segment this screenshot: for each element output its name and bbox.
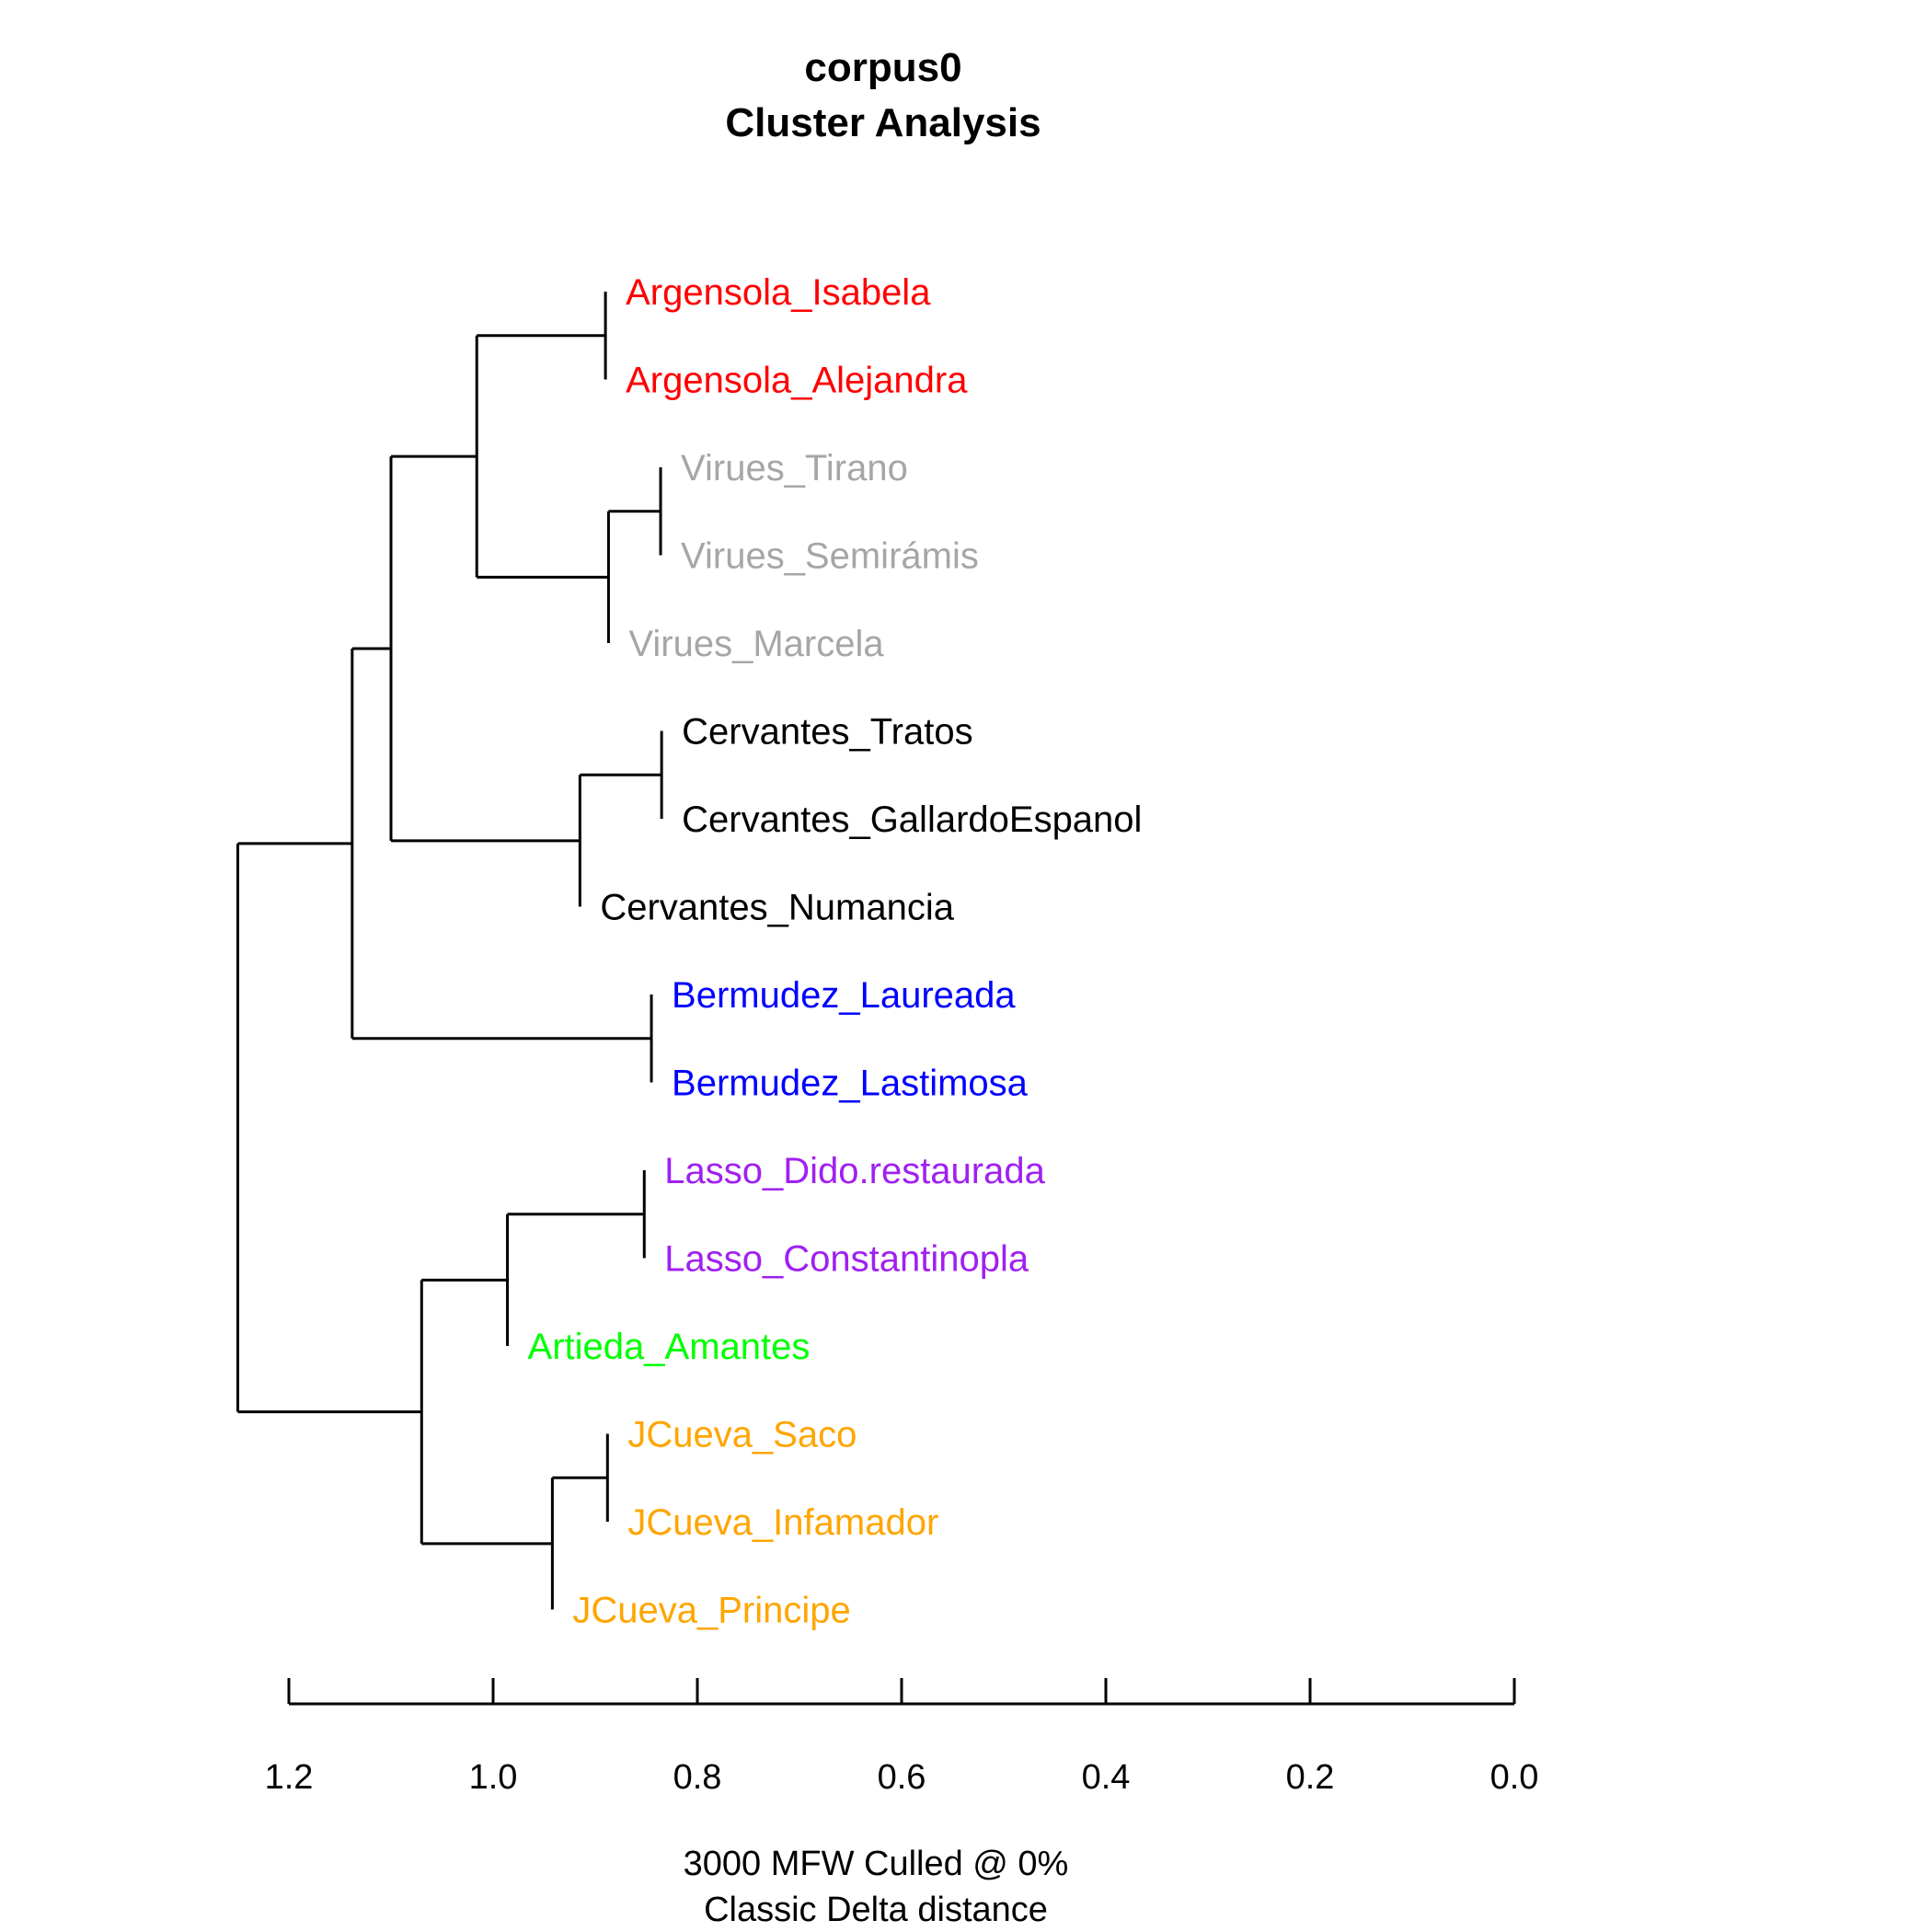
leaf-label: JCueva_Infamador: [627, 1502, 938, 1543]
leaf-label: Virues_Semirámis: [681, 536, 979, 577]
leaf-label: Bermudez_Laureada: [672, 975, 1016, 1016]
chart-title-line-2: Cluster Analysis: [725, 100, 1041, 145]
x-tick-label: 1.0: [469, 1758, 518, 1797]
leaf-label: Argensola_Isabela: [626, 272, 931, 313]
x-tick-label: 1.2: [265, 1758, 314, 1797]
leaf-label: Virues_Tirano: [681, 448, 908, 489]
leaf-labels: Argensola_Isabela Argensola_Alejandra Viru…: [528, 272, 1143, 1631]
x-tick-label: 0.8: [673, 1758, 722, 1797]
leaf-label: Cervantes_Tratos: [682, 712, 972, 753]
x-tick-label: 0.6: [878, 1758, 926, 1797]
leaf-label: Bermudez_Lastimosa: [672, 1064, 1029, 1104]
leaf-label: Argensola_Alejandra: [626, 361, 968, 401]
leaf-label: Cervantes_Numancia: [600, 888, 954, 928]
leaf-label: JCueva_Saco: [627, 1415, 857, 1455]
leaf-label: Lasso_Constantinopla: [664, 1239, 1029, 1280]
x-axis-label-line-2: Classic Delta distance: [704, 1891, 1048, 1929]
leaf-label: Virues_Marcela: [628, 624, 884, 664]
x-tick-label: 0.0: [1490, 1758, 1539, 1797]
x-tick-label: 0.2: [1286, 1758, 1335, 1797]
x-axis: 1.2 1.0 0.8 0.6 0.4 0.2 0.0: [265, 1678, 1539, 1797]
leaf-label: JCueva_Principe: [572, 1591, 850, 1631]
dendrogram-branches: [236, 292, 663, 1610]
chart-title-line-1: corpus0: [804, 45, 961, 90]
x-axis-label-line-1: 3000 MFW Culled @ 0%: [684, 1845, 1069, 1883]
leaf-label: Artieda_Amantes: [528, 1327, 811, 1367]
leaf-label: Lasso_Dido.restaurada: [664, 1151, 1045, 1191]
x-tick-label: 0.4: [1082, 1758, 1131, 1797]
leaf-label: Cervantes_GallardoEspanol: [682, 799, 1142, 840]
